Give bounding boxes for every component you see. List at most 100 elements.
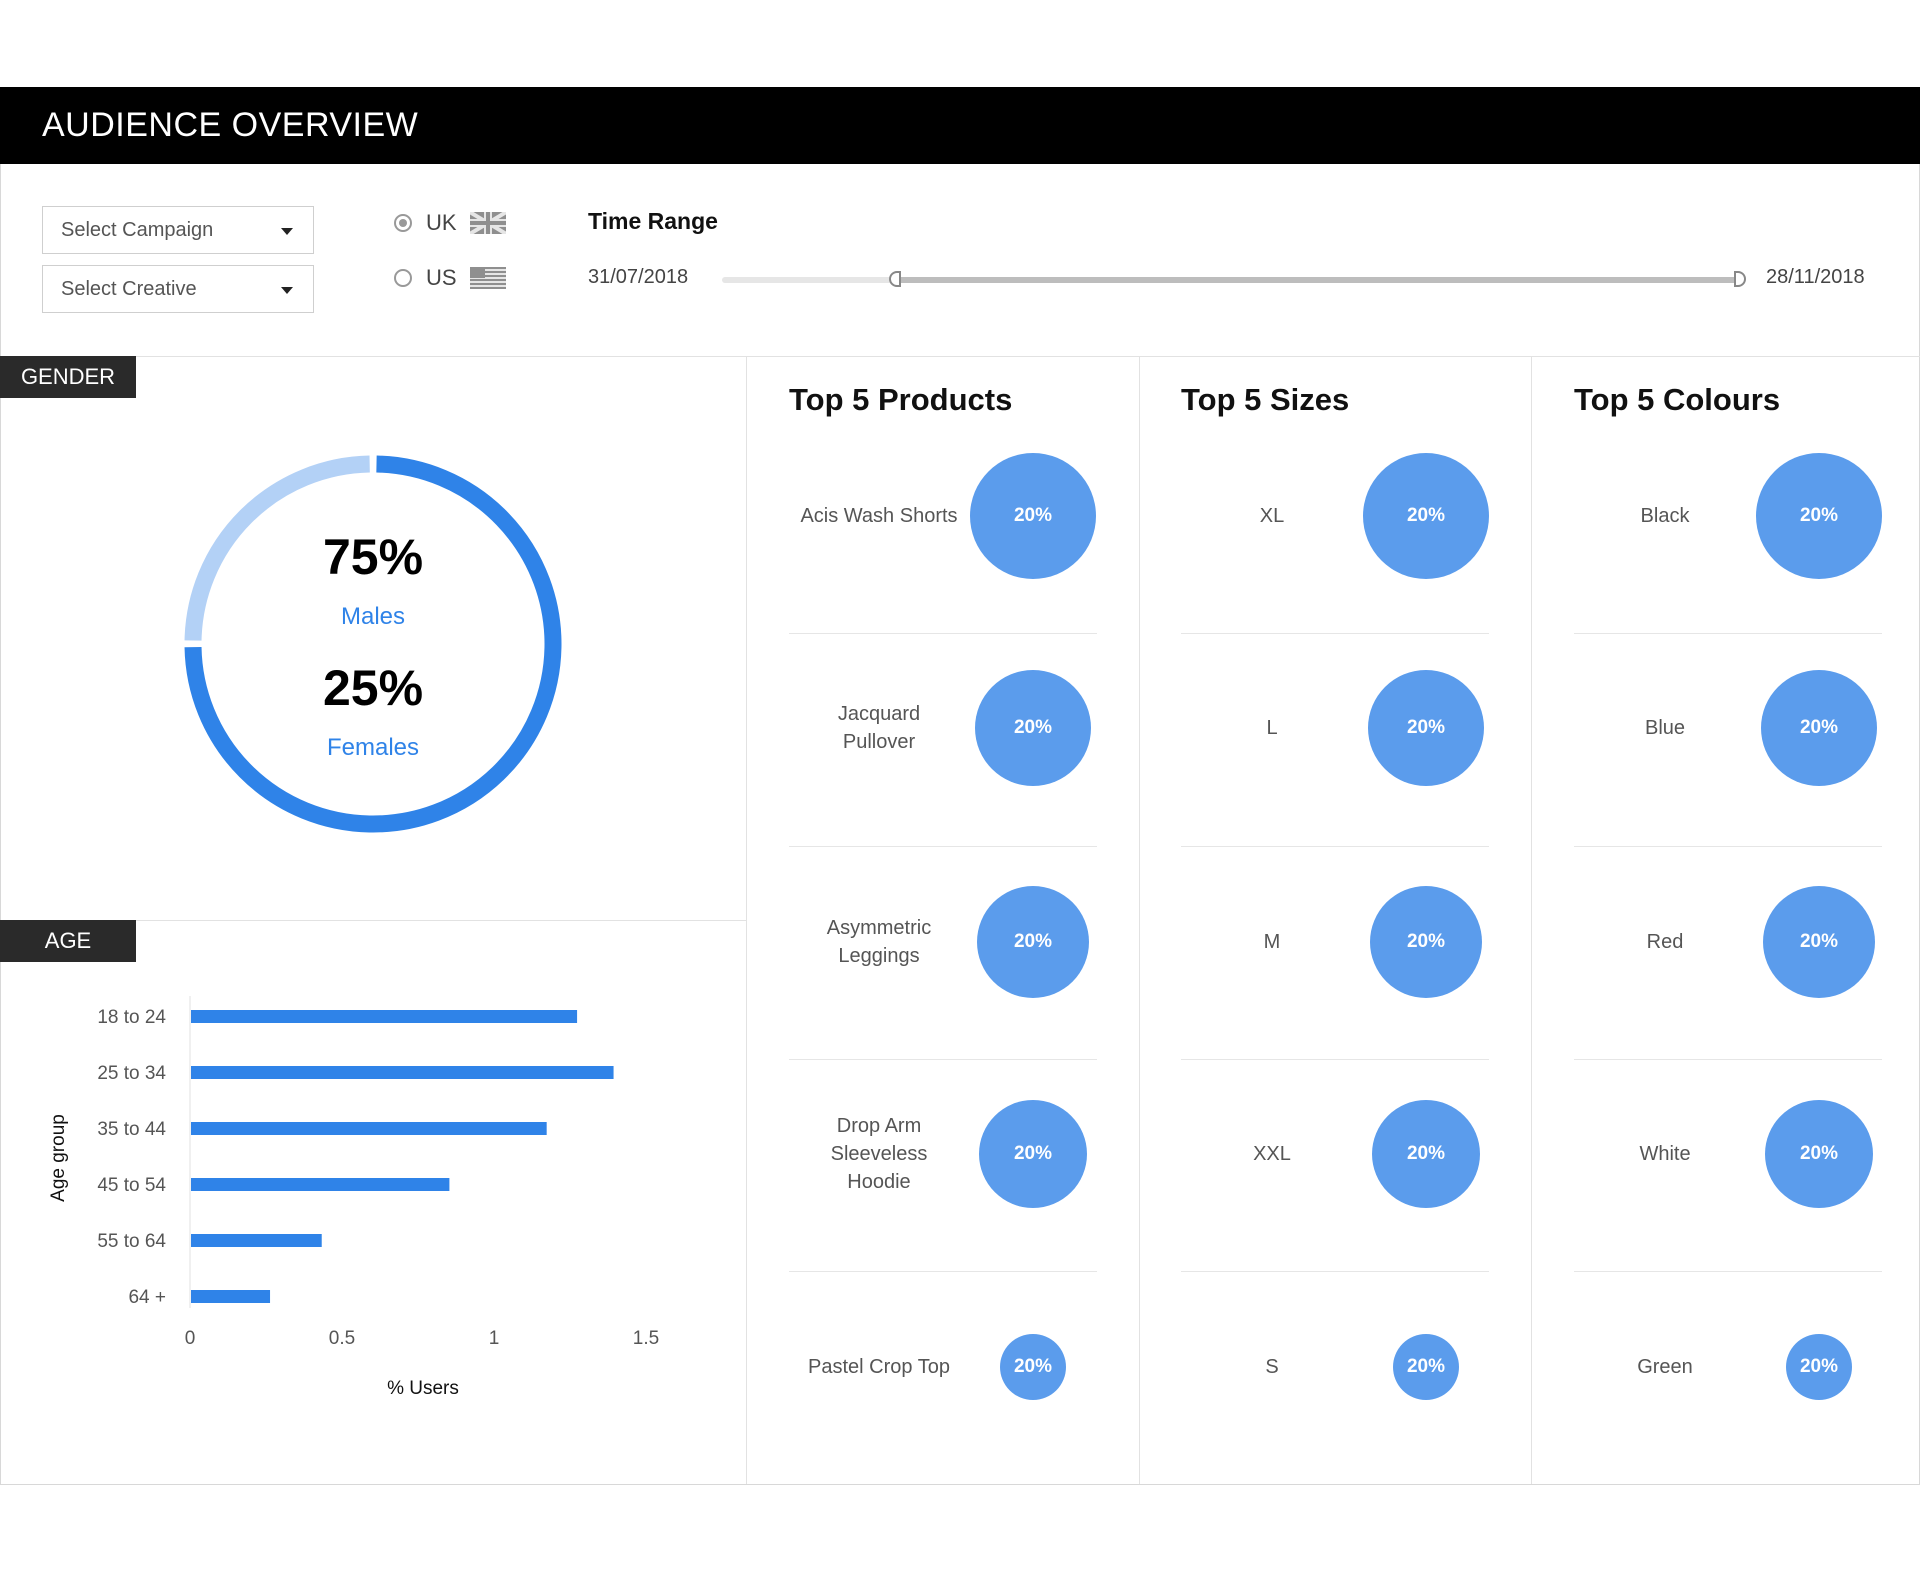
female-label: Females <box>326 734 420 761</box>
gender-section-tag: GENDER <box>0 356 136 398</box>
products-item-label: Asymmetric Leggings <box>826 917 932 967</box>
male-label: Males <box>340 603 406 630</box>
products-item-share-circle: 20% <box>1000 1334 1066 1400</box>
column-divider <box>1139 356 1140 1484</box>
x-tick-label: 1.5 <box>633 1328 659 1349</box>
donut-segment-females <box>184 455 562 833</box>
products-item-label: Drop Arm Sleeveless Hoodie <box>830 1115 928 1193</box>
sizes-item-label: M <box>1263 931 1281 953</box>
age-bar <box>191 1234 322 1247</box>
colours-item-share-circle: 20% <box>1763 886 1875 998</box>
y-tick-label: 45 to 54 <box>97 1175 166 1196</box>
row-separator <box>1181 1059 1489 1060</box>
products-item-share-circle: 20% <box>970 453 1096 579</box>
x-tick-label: 0.5 <box>329 1328 355 1349</box>
creative-select-label: Select Creative <box>61 278 197 300</box>
y-tick-label: 55 to 64 <box>97 1231 166 1252</box>
uk-flag-icon <box>470 212 506 234</box>
products-item-label: Jacquard Pullover <box>837 703 921 753</box>
slider-start-handle[interactable] <box>889 271 902 287</box>
radio-us[interactable] <box>394 269 412 287</box>
row-separator <box>1574 1271 1882 1272</box>
y-axis-title: Age group <box>48 1114 69 1202</box>
colours-item-share-circle: 20% <box>1756 453 1882 579</box>
chevron-down-icon <box>281 228 293 235</box>
sizes-item-label: S <box>1265 1356 1279 1378</box>
colours-item-share-circle: 20% <box>1765 1100 1873 1208</box>
colours-item-label: Red <box>1646 931 1684 953</box>
colours-item-share-circle: 20% <box>1761 670 1877 786</box>
column-divider <box>746 356 747 1484</box>
campaign-select[interactable]: Select Campaign <box>42 206 314 254</box>
male-percentage: 75% <box>322 529 424 585</box>
page-header: AUDIENCE OVERVIEW <box>0 87 1920 164</box>
x-tick-label: 0 <box>185 1328 196 1349</box>
x-tick-label: 1 <box>489 1328 500 1349</box>
products-title: Top 5 Products <box>789 382 1013 417</box>
row-separator <box>1574 633 1882 634</box>
row-separator <box>789 1271 1097 1272</box>
colours-item-label: White <box>1639 1143 1691 1165</box>
female-percentage: 25% <box>322 660 424 716</box>
row-separator <box>789 633 1097 634</box>
row-separator <box>789 1059 1097 1060</box>
us-flag-icon <box>470 267 506 289</box>
sizes-item-share-circle: 20% <box>1368 670 1484 786</box>
sizes-item-label: L <box>1266 717 1278 739</box>
row-separator <box>1574 846 1882 847</box>
age-bar-chart: 18 to 24 25 to 34 35 to 44 45 to 54 55 to 64… <box>48 996 659 1399</box>
colours-title: Top 5 Colours <box>1574 382 1781 417</box>
filter-bar: Select Campaign Select Creative UK US <box>0 164 1920 357</box>
region-option-us[interactable]: US <box>394 263 506 293</box>
region-label-uk: UK <box>426 210 457 235</box>
region-option-uk[interactable]: UK <box>394 208 506 238</box>
products-item-share-circle: 20% <box>975 670 1091 786</box>
row-separator <box>789 846 1097 847</box>
sizes-item-share-circle: 20% <box>1363 453 1489 579</box>
colours-item-label: Black <box>1640 505 1690 527</box>
column-divider <box>1531 356 1532 1484</box>
age-bar <box>191 1122 547 1135</box>
time-range-end-date: 28/11/2018 <box>1766 266 1865 288</box>
creative-select[interactable]: Select Creative <box>42 265 314 313</box>
campaign-select-label: Select Campaign <box>61 219 214 241</box>
colours-item-label: Green <box>1637 1356 1693 1378</box>
age-bar <box>191 1066 614 1079</box>
row-separator <box>1181 846 1489 847</box>
time-range-start-date: 31/07/2018 <box>588 266 689 288</box>
sizes-item-label: XL <box>1259 505 1285 527</box>
slider-end-handle[interactable] <box>1734 271 1746 287</box>
row-separator <box>1181 633 1489 634</box>
row-separator <box>1181 1271 1489 1272</box>
sizes-item-share-circle: 20% <box>1393 1334 1459 1400</box>
x-axis-title: % Users <box>387 1378 459 1399</box>
sizes-item-label: XXL <box>1253 1143 1291 1165</box>
radio-uk[interactable] <box>394 214 412 232</box>
y-tick-label: 18 to 24 <box>97 1007 166 1028</box>
products-item-share-circle: 20% <box>977 886 1089 998</box>
products-item-share-circle: 20% <box>979 1100 1087 1208</box>
y-tick-label: 64 + <box>128 1287 166 1308</box>
page-title: AUDIENCE OVERVIEW <box>42 106 419 144</box>
chevron-down-icon <box>281 287 293 294</box>
section-divider <box>0 920 746 921</box>
age-bar <box>191 1178 450 1191</box>
donut-segment-males <box>184 455 562 833</box>
colours-item-share-circle: 20% <box>1786 1334 1852 1400</box>
time-range-title: Time Range <box>588 208 718 234</box>
age-section-tag: AGE <box>0 920 136 962</box>
age-bar <box>191 1010 578 1023</box>
time-range-slider-selection <box>895 277 1740 283</box>
colours-item-label: Blue <box>1644 717 1686 739</box>
sizes-item-share-circle: 20% <box>1372 1100 1480 1208</box>
sizes-item-share-circle: 20% <box>1370 886 1482 998</box>
y-tick-label: 35 to 44 <box>97 1119 166 1140</box>
gender-donut-chart <box>184 455 562 833</box>
products-item-label: Acis Wash Shorts <box>800 505 958 527</box>
row-separator <box>1574 1059 1882 1060</box>
sizes-title: Top 5 Sizes <box>1181 382 1350 417</box>
age-bar <box>191 1290 271 1303</box>
y-tick-label: 25 to 34 <box>97 1063 166 1084</box>
products-item-label: Pastel Crop Top <box>808 1356 950 1378</box>
region-label-us: US <box>426 265 457 290</box>
